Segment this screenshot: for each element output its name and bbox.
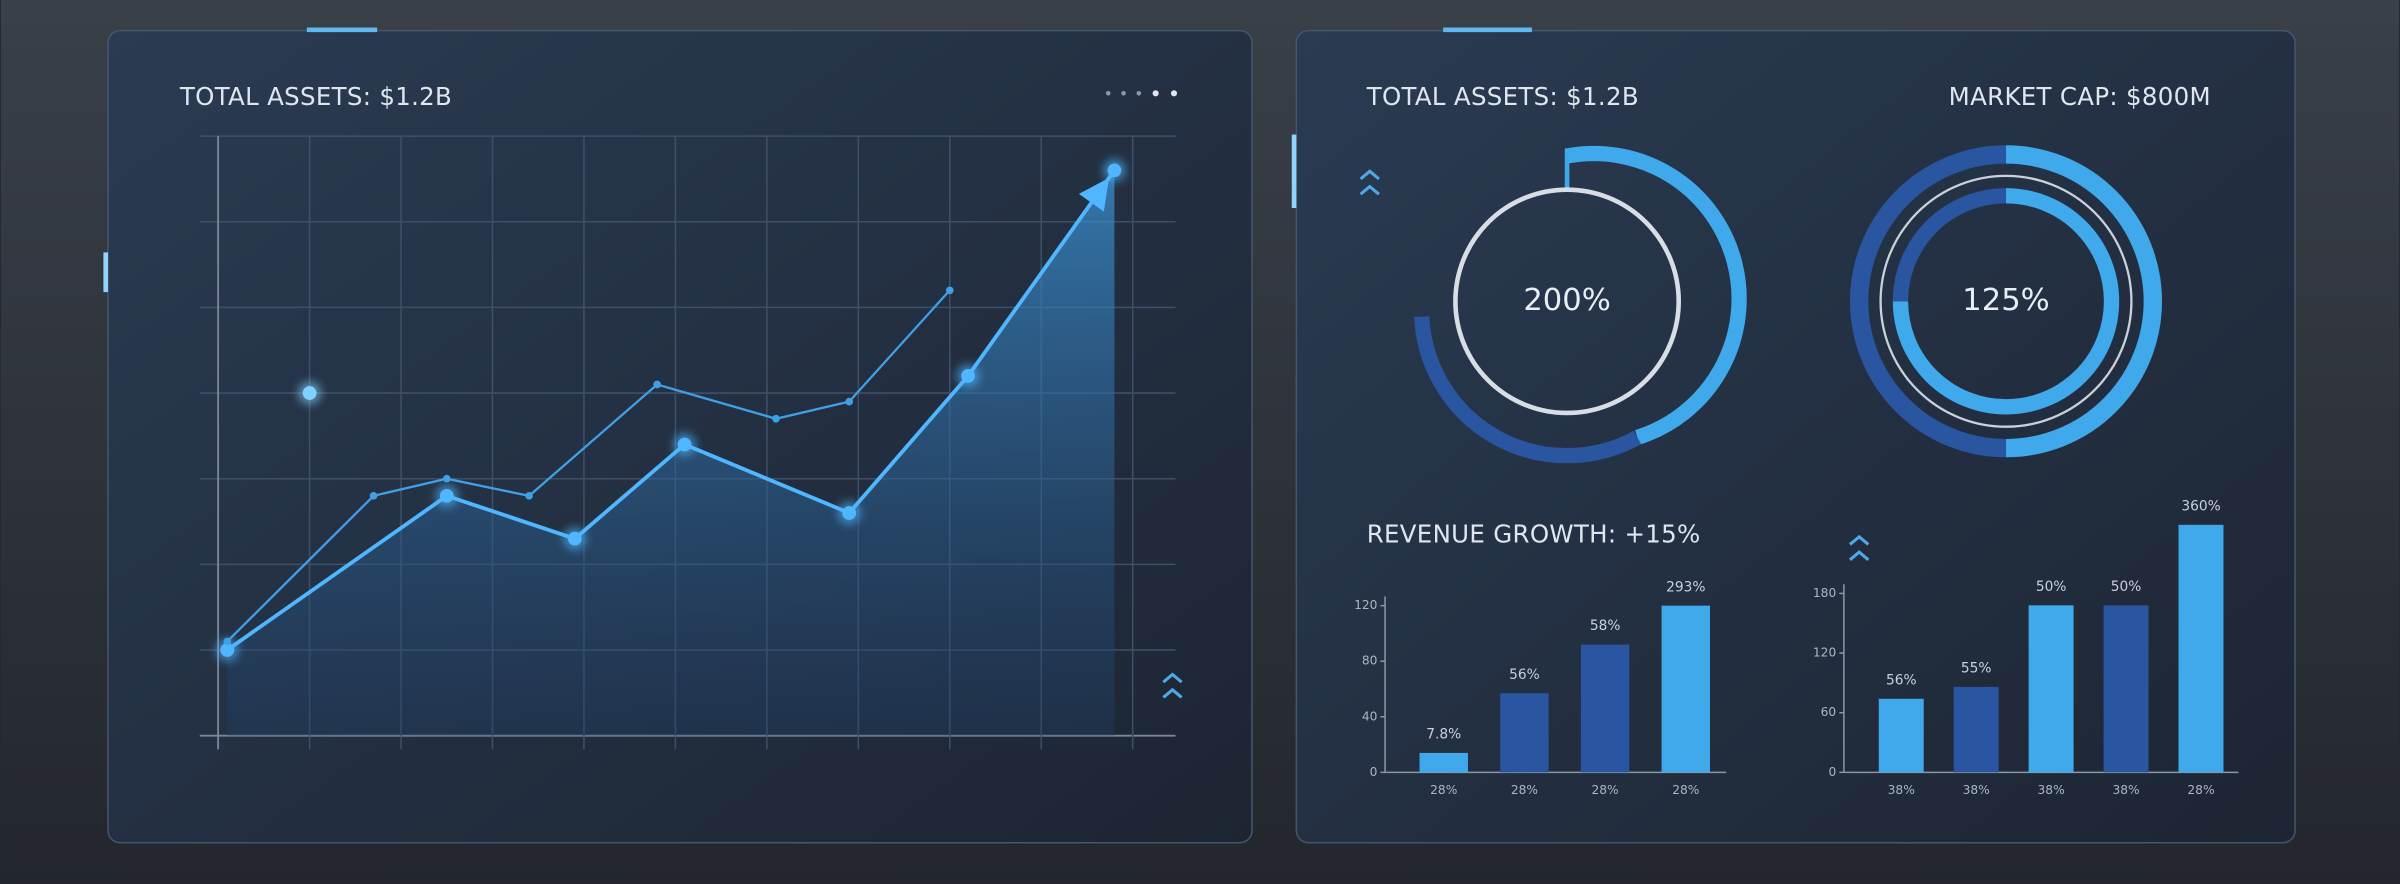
bar: [1500, 693, 1549, 773]
line: [226, 289, 951, 643]
y-tick-label: 0: [1828, 765, 1836, 779]
bar: [1419, 752, 1468, 773]
chevron-icon: [1162, 169, 1870, 699]
chart-title: TOTAL ASSETS: $1.2B: [179, 82, 452, 111]
marker: [842, 506, 857, 520]
y-tick-label: 0: [1370, 765, 1378, 779]
bar: [2028, 605, 2074, 773]
chart-title: REVENUE GROWTH: +15%: [1367, 519, 1701, 548]
marker: [302, 386, 317, 400]
x-tick-label: 38%: [1963, 783, 1990, 797]
x-tick-label: 38%: [1888, 783, 1915, 797]
marker: [677, 437, 692, 452]
x-tick-label: 28%: [1592, 783, 1619, 797]
arrow-head: [1078, 177, 1110, 212]
marker: [439, 488, 454, 503]
chart-title: TOTAL ASSETS: $1.2B: [1366, 82, 1639, 111]
y-tick-label: 180: [1813, 586, 1836, 600]
y-tick-label: 60: [1821, 705, 1837, 719]
bar-annotation: 55%: [1961, 661, 1992, 677]
marker: [845, 397, 854, 406]
marker: [945, 286, 954, 295]
marker: [567, 531, 582, 546]
menu-dots: [1105, 90, 1178, 97]
x-tick-label: 28%: [1672, 783, 1699, 797]
x-tick-label: 28%: [1511, 783, 1538, 797]
marker: [1107, 163, 1122, 178]
bar-annotation: 58%: [1590, 618, 1621, 634]
bar-annotation: 293%: [1666, 579, 1705, 595]
marker: [220, 643, 235, 657]
bar-annotation: 7.8%: [1426, 727, 1461, 743]
marker: [653, 380, 661, 389]
x-tick-label: 38%: [2038, 783, 2065, 797]
bar: [2103, 605, 2149, 773]
marker: [442, 474, 451, 483]
panel-tab: [1443, 27, 1532, 33]
x-tick-label: 28%: [2187, 783, 2214, 797]
y-tick-label: 120: [1813, 646, 1836, 660]
marker: [369, 492, 378, 500]
bar: [1953, 686, 1999, 773]
panel-tab: [306, 27, 378, 33]
chart-title: MARKET CAP: $800M: [1949, 82, 2211, 111]
area: [227, 170, 1115, 736]
bar-annotation: 50%: [2036, 579, 2067, 595]
y-tick-label: 120: [1354, 598, 1377, 612]
bar: [2178, 524, 2224, 773]
bar-annotation: 50%: [2111, 579, 2142, 595]
x-tick-label: 28%: [1430, 783, 1457, 797]
side-tab: [103, 252, 108, 293]
y-tick-label: 80: [1362, 654, 1378, 668]
bar-annotation: 56%: [1886, 672, 1917, 688]
y-tick-label: 40: [1362, 709, 1378, 723]
marker: [772, 414, 780, 423]
marker: [223, 637, 232, 646]
donut-value: 200%: [1523, 283, 1610, 318]
bar-annotation: 56%: [1509, 667, 1540, 683]
bar-annotation: 360%: [2181, 498, 2220, 514]
bar: [1661, 605, 1710, 773]
marker: [525, 492, 533, 500]
bar: [1580, 644, 1630, 773]
bar: [1878, 698, 1924, 773]
donut-value: 125%: [1962, 283, 2049, 318]
donut-rings: [1414, 145, 2162, 464]
side-tab: [1291, 134, 1297, 208]
x-tick-label: 38%: [2112, 783, 2139, 797]
marker: [961, 369, 975, 383]
